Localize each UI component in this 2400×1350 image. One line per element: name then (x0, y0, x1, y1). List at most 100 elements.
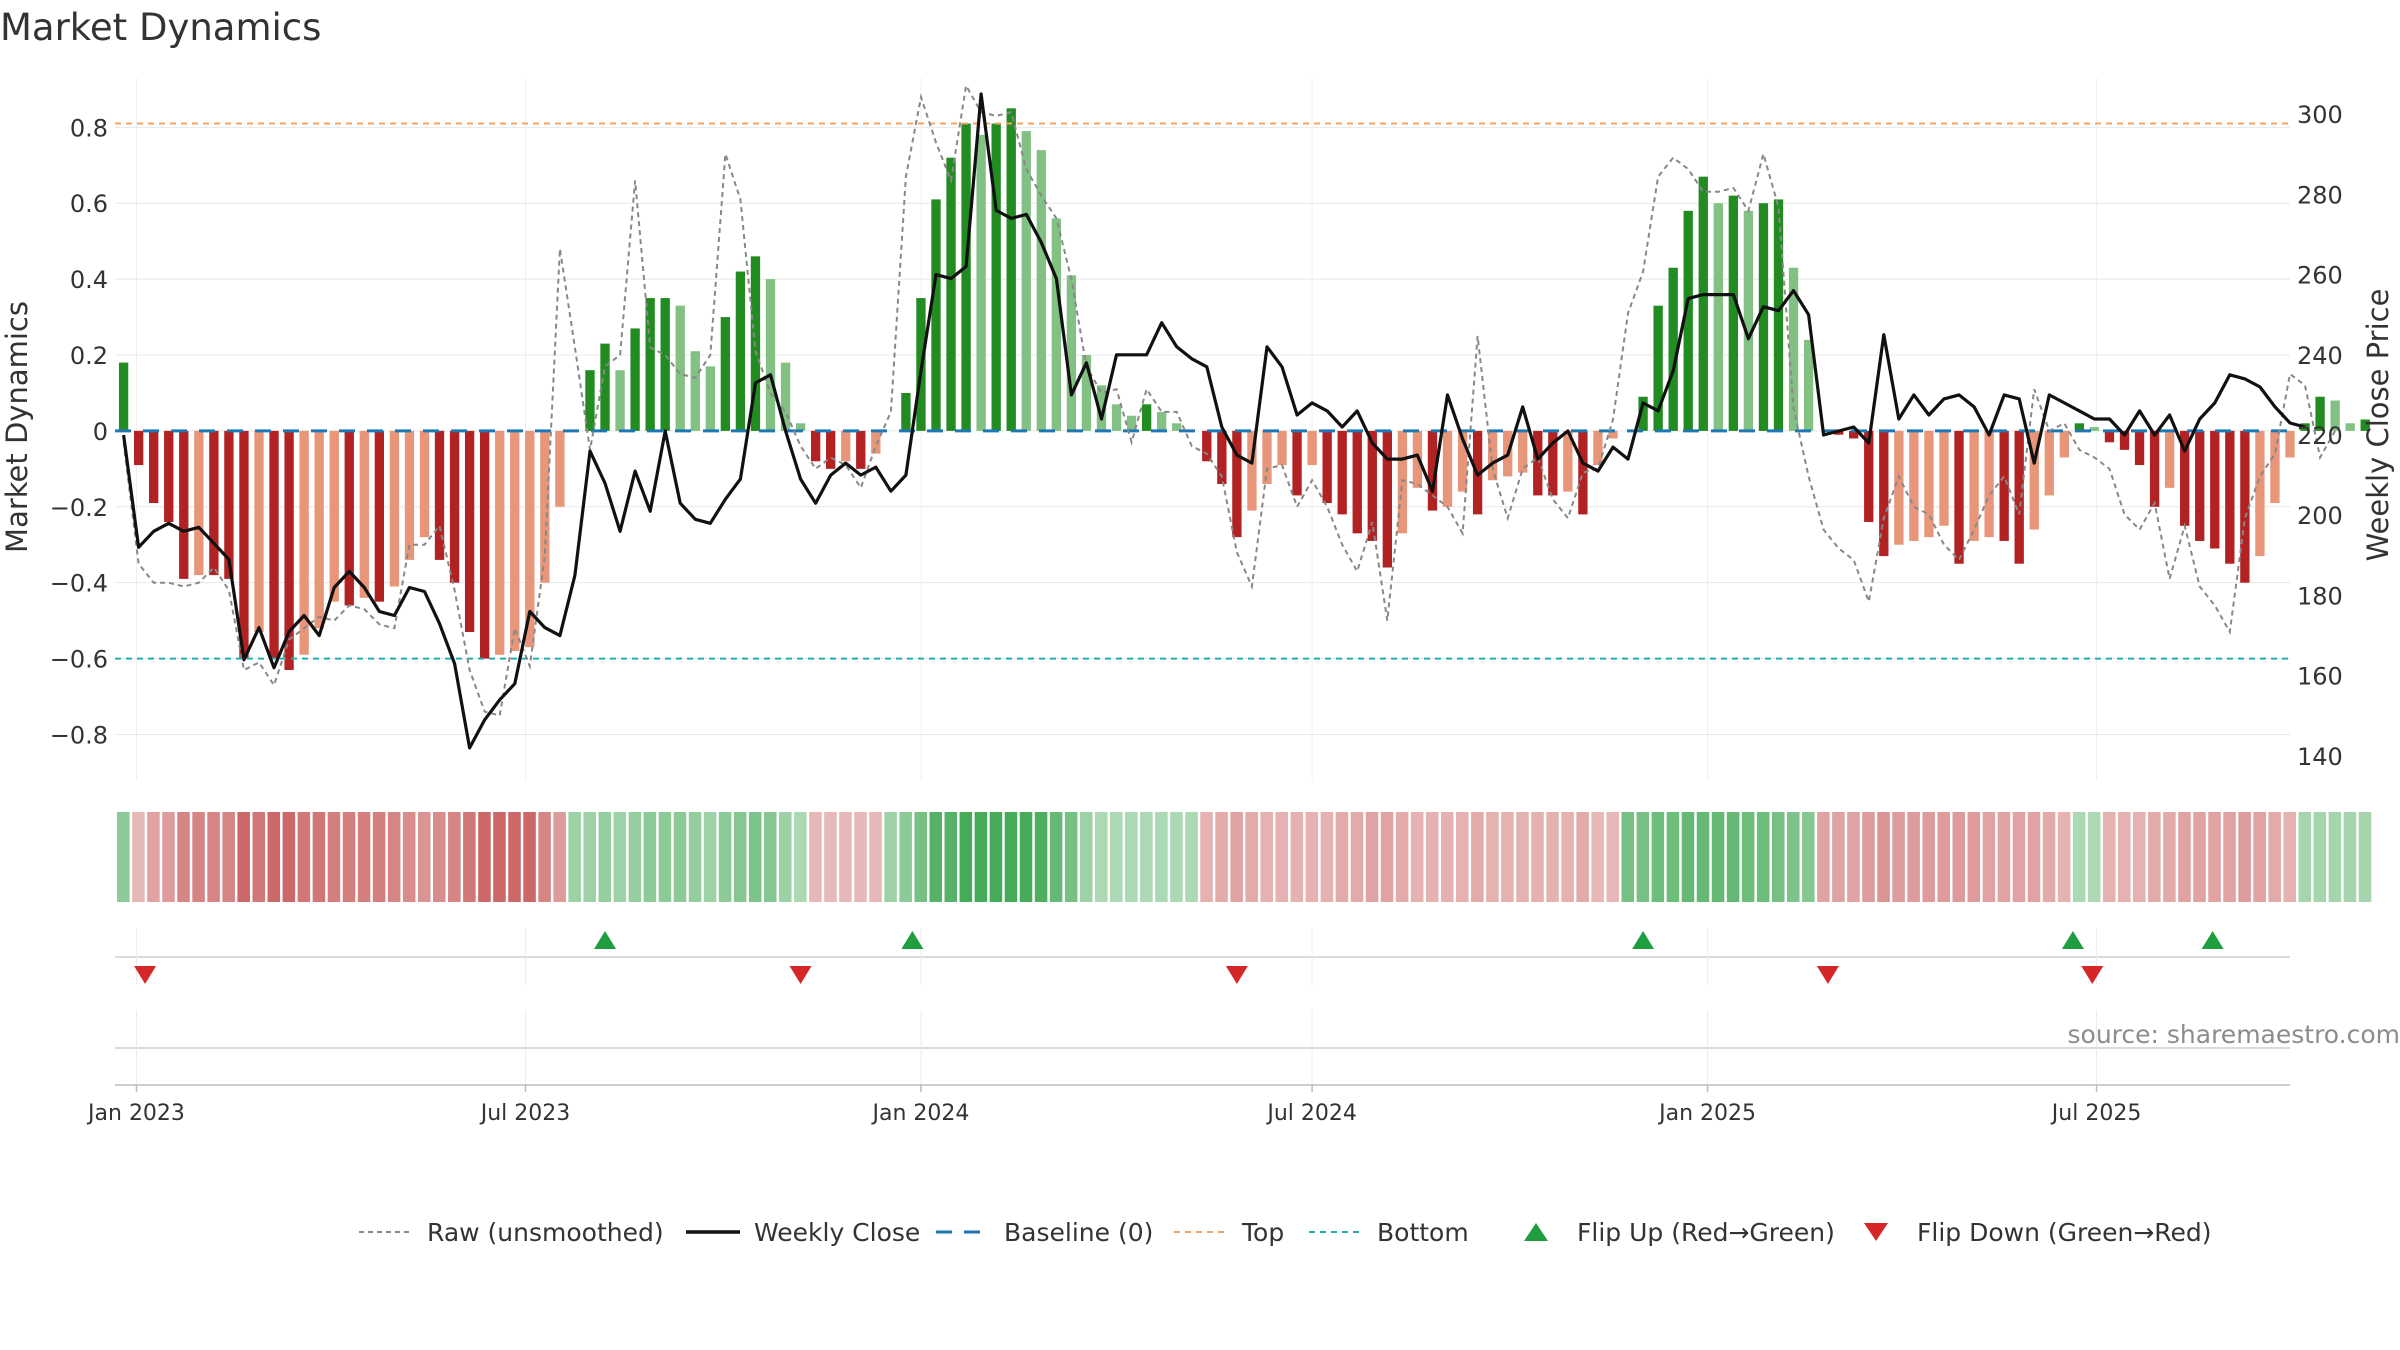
bar (2149, 430, 2160, 507)
x-tick-label: Jan 2025 (1657, 1101, 1756, 1126)
bar (133, 430, 144, 466)
legend-label: Baseline (0) (1004, 1217, 1154, 1247)
strip-cell (192, 812, 205, 902)
bar (1066, 275, 1077, 431)
bar (359, 430, 369, 598)
y-right-tick-label: 180 (2297, 582, 2343, 610)
y-left-tick-label: 0.4 (70, 266, 108, 294)
bar (1743, 210, 1754, 431)
bar (585, 370, 595, 431)
strip-cell (1576, 812, 1589, 902)
bar (1909, 430, 1919, 541)
strip-cell (433, 812, 446, 902)
bar (2104, 430, 2115, 443)
bar (2330, 400, 2340, 431)
y-left-tick-label: 0.6 (70, 190, 108, 218)
bar (1141, 404, 1152, 431)
legend-label: Top (1242, 1217, 1285, 1247)
bar (2044, 430, 2054, 496)
legend-triangle (1864, 1223, 1888, 1241)
strip-cell (1049, 812, 1063, 902)
flip-markers (115, 928, 2290, 1085)
strip-cell (1019, 812, 1033, 902)
strip-cell (1967, 812, 1981, 902)
bar (389, 430, 400, 587)
flip-down-marker (1816, 966, 1839, 984)
legend-item-raw: Raw (unsmoothed) (355, 1212, 664, 1252)
strip-cell (2072, 812, 2086, 902)
legend-symbol-close (686, 1230, 740, 1234)
bar (1081, 355, 1092, 431)
strip-cell (1952, 812, 1966, 902)
y-right-tick-label: 220 (2297, 422, 2343, 450)
close-line-series (122, 92, 2306, 750)
strip-cell (342, 812, 356, 902)
bar (1202, 430, 1212, 462)
legend-symbol-flip_up (1524, 1223, 1548, 1241)
bar (1217, 430, 1227, 485)
strip-cell (2133, 812, 2146, 902)
bar (164, 430, 174, 522)
bar (118, 362, 129, 431)
bar (555, 430, 565, 507)
bar (1487, 430, 1498, 481)
strip-cell (944, 812, 958, 902)
x-tick-label: Jan 2024 (871, 1101, 970, 1126)
legend-label: Weekly Close (754, 1217, 921, 1247)
strip-cell (869, 812, 882, 902)
legend-symbol-raw (359, 1231, 413, 1233)
bar (480, 430, 490, 659)
strip-cell (357, 812, 371, 902)
strip-cell (1606, 812, 1620, 902)
bar (2029, 430, 2039, 530)
strip-cell (763, 812, 777, 902)
strip-cell (2208, 812, 2221, 902)
strip-cell (899, 812, 912, 902)
strip-cell (974, 812, 988, 902)
bar (660, 298, 670, 431)
bar (1879, 430, 1889, 557)
bar (2300, 423, 2310, 431)
strip-cell (598, 812, 612, 902)
flip-up-marker (1632, 931, 1655, 949)
bar (735, 271, 746, 431)
y-right-tick-label: 260 (2297, 262, 2343, 290)
strip-cell (643, 812, 657, 902)
strip-cell (1877, 812, 1890, 902)
strip-cell (1756, 812, 1770, 902)
bar (645, 298, 655, 431)
bar (810, 430, 821, 462)
y-right-tick-label: 300 (2297, 101, 2343, 129)
bar (209, 430, 219, 576)
strip-cell (1471, 812, 1484, 902)
strip-cell (1621, 812, 1635, 902)
strip-cell (1636, 812, 1650, 902)
bar (765, 279, 776, 431)
bar (344, 430, 354, 606)
strip-cell (2328, 812, 2342, 902)
bar (1548, 430, 1558, 496)
strip-cell (2012, 812, 2026, 902)
y-left-tick-label: −0.6 (50, 646, 108, 674)
flip-up-marker (2061, 931, 2084, 949)
x-tick-label: Jul 2023 (479, 1101, 571, 1126)
strip-cell (1787, 812, 1800, 902)
strip-cell (1997, 812, 2011, 902)
bar (314, 430, 324, 629)
strip-cell (2163, 812, 2176, 902)
strip-cell (448, 812, 461, 902)
bar (374, 430, 385, 602)
strip-cell (1410, 812, 1424, 902)
bar (946, 157, 956, 431)
bar (705, 366, 715, 431)
strip-cell (282, 812, 296, 902)
legend-label: Flip Up (Red→Green) (1577, 1217, 1835, 1247)
bar (856, 430, 866, 469)
bar (1608, 430, 1618, 439)
bar (1954, 430, 1964, 564)
y-left-tick-label: 0.8 (70, 114, 108, 142)
raw-line (122, 82, 2336, 717)
strip-cell (538, 812, 551, 902)
y-left-tick-label: −0.8 (50, 721, 108, 749)
